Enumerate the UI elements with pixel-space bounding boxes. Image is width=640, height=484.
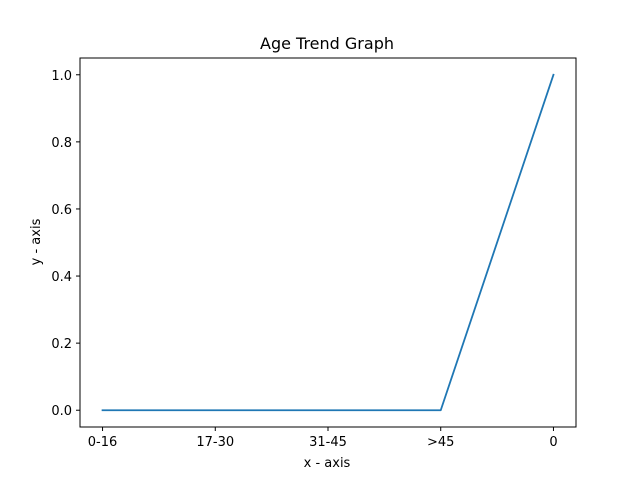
- chart-title: Age Trend Graph: [260, 34, 394, 53]
- x-tick-label: 0-16: [88, 435, 118, 450]
- plot-area: 0-16 17-30 31-45 >45 0 0.0 0.2 0.4 0.6 0.8 1.0: [51, 57, 577, 450]
- y-tick-label: 0.2: [51, 337, 72, 352]
- series-line-0: [101, 73, 555, 412]
- x-tick-label: 31-45: [309, 435, 347, 450]
- y-tick-label: 0.0: [51, 404, 72, 419]
- y-tick-label: 1.0: [51, 69, 72, 84]
- plot-frame: [79, 57, 577, 428]
- y-tick-label: 0.4: [51, 270, 72, 285]
- x-tick-label: 0: [549, 435, 557, 450]
- y-axis-label: y - axis: [29, 218, 44, 265]
- x-tick-label: >45: [427, 435, 454, 450]
- x-axis-label: x - axis: [304, 456, 351, 471]
- y-tick-label: 0.6: [51, 203, 72, 218]
- x-tick-label: 17-30: [196, 435, 234, 450]
- y-tick-label: 0.8: [51, 136, 72, 151]
